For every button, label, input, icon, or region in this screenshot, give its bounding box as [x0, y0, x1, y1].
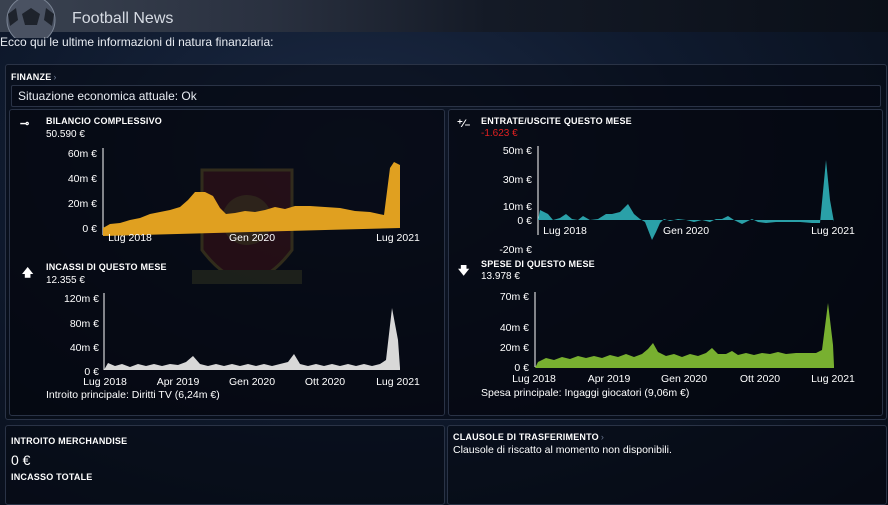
- y-tick: 0 €: [514, 362, 529, 374]
- y-tick: 80m €: [70, 318, 99, 330]
- entrate-title: ENTRATE/USCITE QUESTO MESE: [481, 116, 632, 126]
- page-title: Football News: [72, 10, 174, 27]
- y-tick: 20m €: [68, 198, 97, 210]
- y-tick: 0 €: [84, 366, 99, 378]
- x-tick: Ott 2020: [740, 373, 780, 385]
- entrate-value: -1.623 €: [481, 128, 518, 139]
- y-tick: 10m €: [503, 201, 532, 213]
- incassi-value: 12.355 €: [46, 275, 85, 286]
- y-tick: -20m €: [499, 244, 532, 256]
- y-tick: 70m €: [500, 291, 529, 303]
- incassi-title: INCASSI DI QUESTO MESE: [46, 262, 167, 272]
- x-tick: Gen 2020: [229, 232, 275, 244]
- incassi-footer: Introito principale: Diritti TV (6,24m €…: [46, 389, 220, 401]
- bilancio-title: BILANCIO COMPLESSIVO: [46, 116, 163, 126]
- percent-icon: ⁺⁄₋: [457, 118, 471, 130]
- merchandise-value: 0 €: [11, 452, 31, 468]
- y-tick: 0 €: [517, 215, 532, 227]
- football-icon: [6, 0, 56, 38]
- status-text: Situazione economica attuale: Ok: [18, 89, 197, 103]
- intro-text: Ecco qui le ultime informazioni di natur…: [0, 35, 274, 49]
- entrate-area: [538, 160, 834, 240]
- spese-title: SPESE DI QUESTO MESE: [481, 259, 595, 269]
- y-tick: 50m €: [503, 145, 532, 157]
- left-subpanel: [9, 109, 445, 416]
- merchandise-title: INTROITO MERCHANDISE: [11, 436, 128, 446]
- spese-area: [535, 303, 834, 368]
- transfer-clauses-title: CLAUSOLE DI TRASFERIMENTO ›: [453, 432, 605, 442]
- x-tick: Gen 2020: [229, 376, 275, 388]
- y-tick: 60m €: [68, 148, 97, 160]
- title-bar: Football News: [0, 0, 888, 38]
- merchandise-panel: [5, 425, 445, 505]
- y-tick: 0 €: [82, 223, 97, 235]
- spese-footer: Spesa principale: Ingaggi giocatori (9,0…: [481, 387, 690, 399]
- scale-icon: ⊸: [20, 118, 30, 130]
- x-tick: Lug 2018: [83, 376, 127, 388]
- y-tick: 120m €: [64, 293, 99, 305]
- y-tick: 40m €: [70, 342, 99, 354]
- x-tick: Lug 2018: [108, 232, 152, 244]
- x-tick: Lug 2018: [543, 225, 587, 237]
- finance-header: FINANZE ›: [11, 72, 57, 82]
- transfer-clauses-panel: [447, 425, 887, 505]
- x-tick: Apr 2019: [157, 376, 200, 388]
- total-income-label: INCASSO TOTALE: [11, 472, 93, 482]
- transfer-clauses-text: Clausole di riscatto al momento non disp…: [453, 444, 672, 456]
- arrow-down-icon: 🡇: [458, 265, 470, 277]
- bilancio-value: 50.590 €: [46, 129, 85, 140]
- y-tick: 20m €: [500, 342, 529, 354]
- x-tick: Ott 2020: [305, 376, 345, 388]
- x-tick: Gen 2020: [663, 225, 709, 237]
- x-tick: Lug 2018: [512, 373, 556, 385]
- spese-value: 13.978 €: [481, 271, 520, 282]
- bilancio-area: [103, 162, 400, 236]
- x-tick: Lug 2021: [376, 376, 420, 388]
- y-tick: 30m €: [503, 174, 532, 186]
- x-tick: Lug 2021: [811, 225, 855, 237]
- y-tick: 40m €: [500, 322, 529, 334]
- x-tick: Lug 2021: [811, 373, 855, 385]
- y-tick: 40m €: [68, 173, 97, 185]
- x-tick: Apr 2019: [588, 373, 631, 385]
- x-tick: Gen 2020: [661, 373, 707, 385]
- status-box: Situazione economica attuale: Ok: [11, 85, 881, 107]
- arrow-up-icon: 🡅: [22, 267, 34, 279]
- x-tick: Lug 2021: [376, 232, 420, 244]
